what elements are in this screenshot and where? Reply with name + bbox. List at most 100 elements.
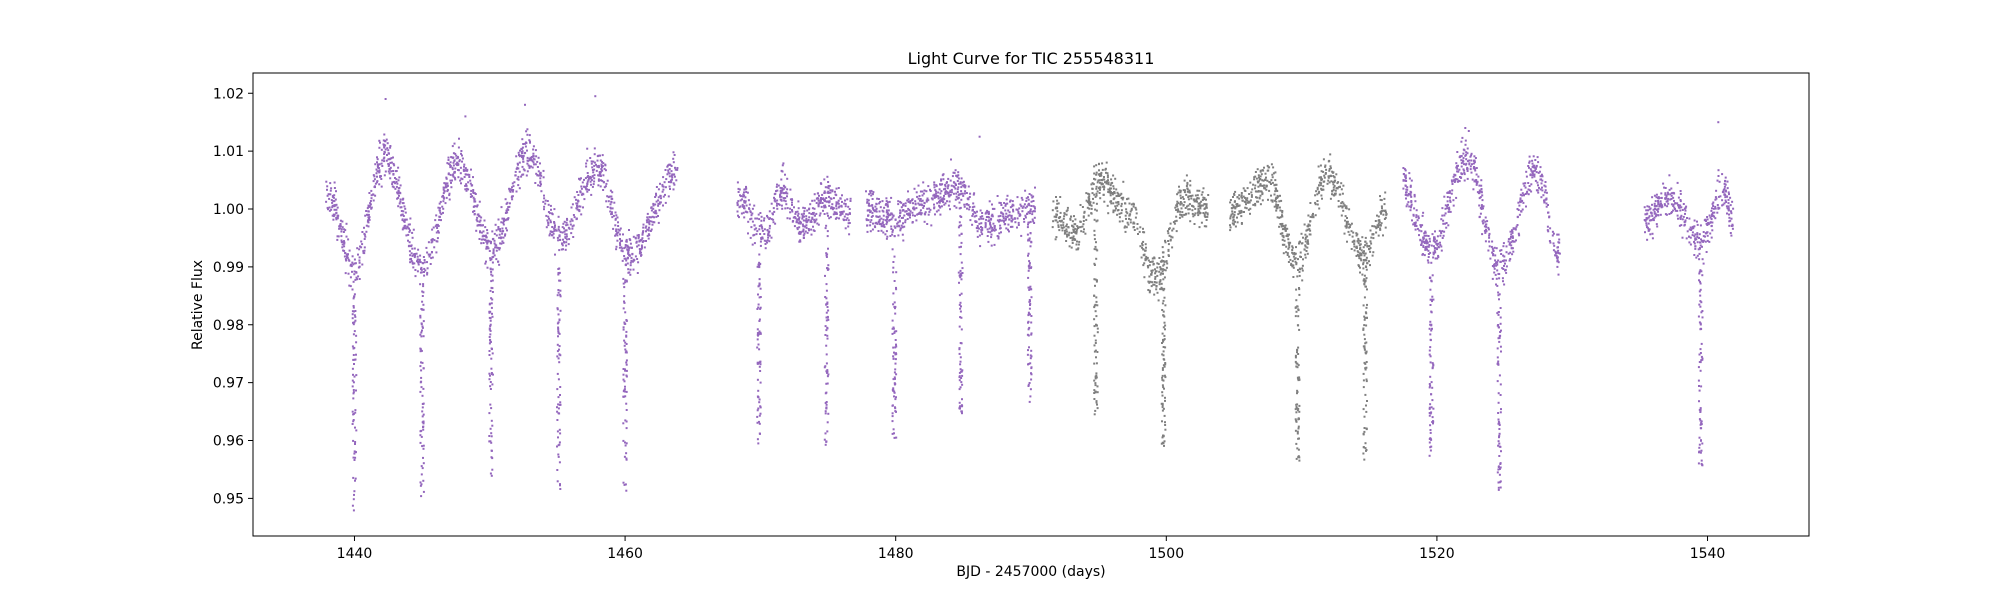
data-point xyxy=(1694,237,1697,240)
data-point xyxy=(420,266,423,269)
data-point xyxy=(410,252,413,255)
data-point xyxy=(399,198,402,201)
data-point xyxy=(1014,221,1017,224)
data-point xyxy=(1705,251,1708,253)
data-point xyxy=(598,171,601,174)
data-point xyxy=(1099,172,1102,175)
data-point xyxy=(837,202,840,205)
data-point xyxy=(1670,212,1673,215)
data-point xyxy=(645,240,647,242)
data-point xyxy=(413,256,416,259)
data-point xyxy=(966,207,968,210)
data-point xyxy=(1702,262,1705,265)
data-point xyxy=(759,212,762,214)
data-point xyxy=(1384,226,1387,229)
data-point xyxy=(1303,223,1306,226)
data-point xyxy=(436,237,439,240)
data-point xyxy=(1468,163,1471,166)
data-point xyxy=(1184,189,1186,192)
data-point xyxy=(1377,234,1380,237)
data-point xyxy=(489,385,492,388)
data-point xyxy=(387,165,390,167)
data-point xyxy=(1481,199,1484,202)
data-point xyxy=(501,240,504,243)
data-point xyxy=(737,200,740,203)
data-point xyxy=(1522,201,1525,204)
data-point xyxy=(1383,197,1386,200)
data-point xyxy=(1088,199,1090,202)
data-point xyxy=(1194,194,1197,197)
data-point xyxy=(1683,224,1686,227)
data-point xyxy=(749,210,752,213)
data-point xyxy=(1464,139,1467,142)
data-point xyxy=(1481,194,1484,197)
data-point xyxy=(1308,224,1311,227)
data-point xyxy=(493,242,496,245)
data-point xyxy=(802,212,805,215)
data-point xyxy=(534,163,537,166)
data-point xyxy=(740,212,743,215)
data-point xyxy=(1711,221,1714,224)
data-point xyxy=(1308,228,1311,231)
data-point xyxy=(940,178,943,181)
data-point xyxy=(1159,273,1162,276)
data-point xyxy=(510,189,513,192)
data-point xyxy=(1065,210,1068,213)
data-point xyxy=(1651,232,1654,235)
data-point xyxy=(545,226,548,229)
data-point xyxy=(944,192,947,195)
data-point xyxy=(1433,236,1436,239)
data-point xyxy=(1061,229,1064,232)
data-point xyxy=(383,153,386,155)
data-point xyxy=(1139,226,1142,229)
data-point xyxy=(501,232,504,235)
data-point xyxy=(886,215,889,218)
data-point xyxy=(1234,225,1237,228)
data-point xyxy=(1442,234,1445,237)
data-point xyxy=(1460,159,1463,162)
data-point xyxy=(499,228,501,231)
data-point xyxy=(848,233,851,236)
data-point xyxy=(1647,222,1650,225)
data-point xyxy=(1361,251,1364,254)
data-point xyxy=(470,189,473,192)
data-point xyxy=(1263,187,1266,190)
data-point xyxy=(503,217,505,220)
data-point xyxy=(543,205,546,208)
data-point xyxy=(610,211,613,214)
data-point xyxy=(1266,179,1269,182)
data-point xyxy=(1156,262,1159,265)
data-point xyxy=(502,241,505,244)
data-point xyxy=(657,188,660,191)
data-point xyxy=(525,174,528,177)
data-point xyxy=(569,220,572,223)
data-point xyxy=(676,167,679,169)
data-point xyxy=(808,207,811,210)
data-point xyxy=(1484,216,1487,219)
data-point xyxy=(1676,214,1679,217)
data-point xyxy=(1557,246,1559,249)
data-point xyxy=(1528,185,1531,187)
data-point xyxy=(384,170,387,173)
data-point xyxy=(1055,196,1057,198)
data-point xyxy=(1201,204,1204,207)
data-point xyxy=(981,212,984,214)
data-point xyxy=(1424,246,1427,248)
data-point xyxy=(561,231,564,234)
data-point xyxy=(841,212,844,215)
data-point xyxy=(773,198,776,201)
data-point xyxy=(1435,247,1438,250)
data-point xyxy=(362,250,365,253)
data-point xyxy=(653,221,656,224)
data-point xyxy=(1072,237,1075,240)
data-point xyxy=(611,216,614,219)
data-point xyxy=(1023,220,1026,223)
data-point xyxy=(922,181,925,184)
data-point xyxy=(888,214,891,217)
data-point xyxy=(838,205,841,208)
data-point xyxy=(1647,216,1650,219)
data-point xyxy=(626,249,629,252)
data-point xyxy=(1175,230,1178,233)
data-point xyxy=(568,238,571,241)
data-point xyxy=(1015,208,1018,211)
